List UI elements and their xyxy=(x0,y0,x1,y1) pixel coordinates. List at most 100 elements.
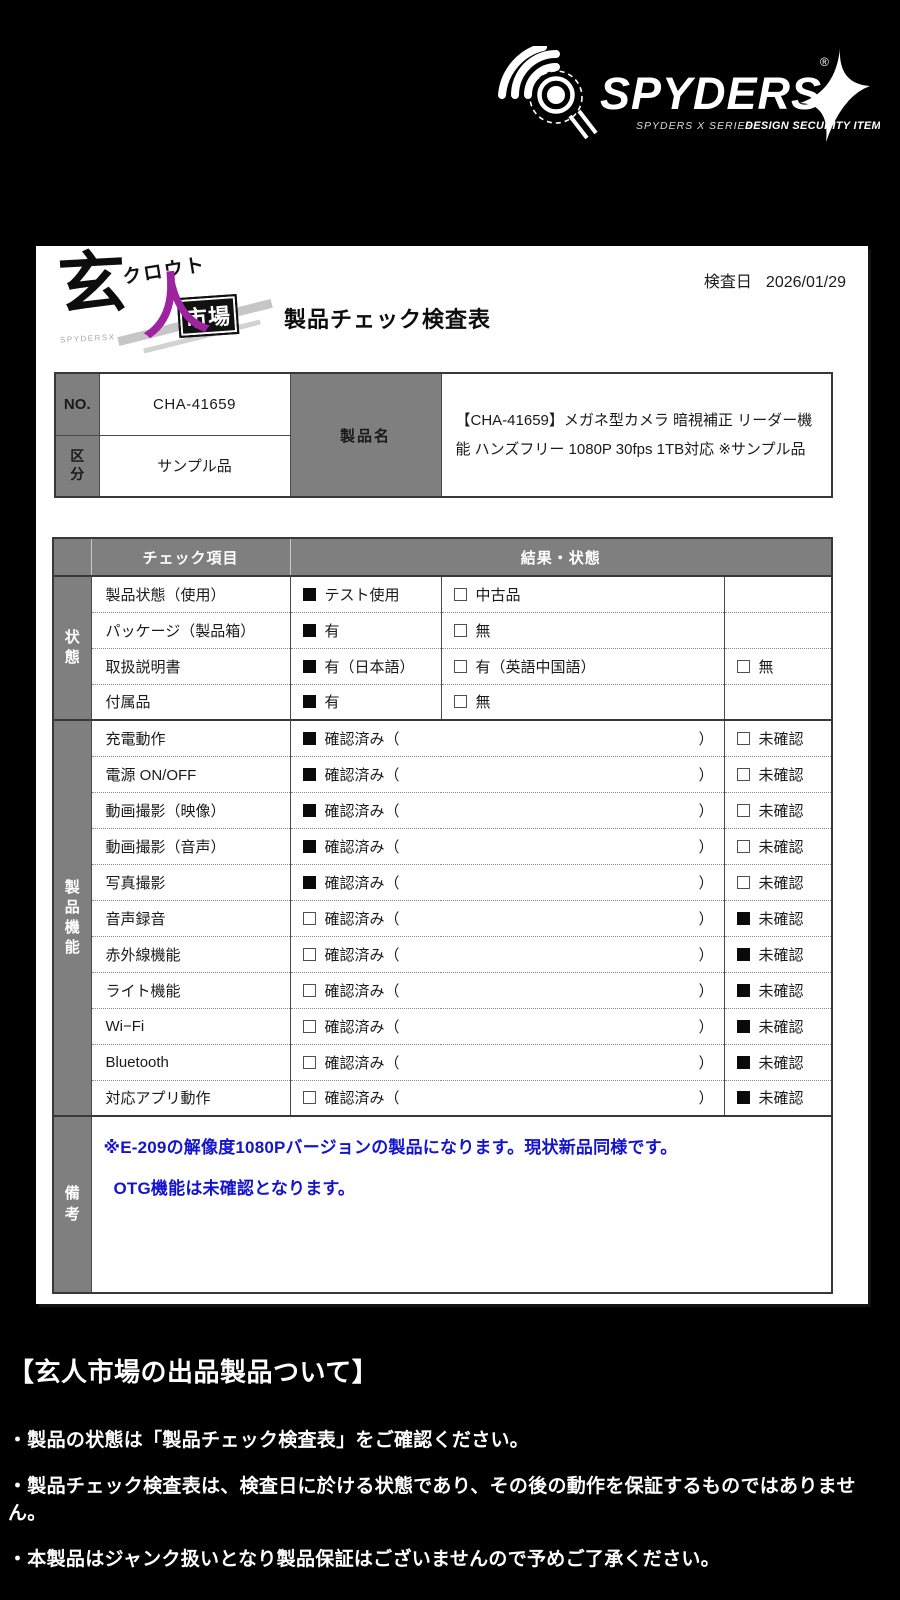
checkbox-unchecked-icon[interactable] xyxy=(453,623,467,637)
checkbox-unchecked-icon[interactable] xyxy=(302,1055,316,1069)
remark-line: OTG機能は未確認となります。 xyxy=(113,1179,356,1198)
group-label-remarks: 備考 xyxy=(53,1115,91,1293)
check-item-label: 電源 ON/OFF xyxy=(90,755,290,792)
footer-bullet: ・製品の状態は「製品チェック検査表」をご確認ください。 xyxy=(8,1430,530,1451)
checkbox-checked-icon[interactable] xyxy=(302,839,316,853)
brand-reg-mark: ® xyxy=(820,55,829,69)
confirmed-cell: 確認済み（ ） xyxy=(289,971,724,1008)
checkbox-unchecked-icon[interactable] xyxy=(302,983,316,997)
confirmed-cell: 確認済み（ ） xyxy=(289,863,724,900)
unconfirmed-cell: 未確認 xyxy=(723,863,833,900)
confirmed-cell: 確認済み（ ） xyxy=(289,1043,724,1080)
result-cell: 無 xyxy=(440,611,724,648)
result-text: 有（英語中国語） xyxy=(475,658,596,676)
checkbox-unchecked-icon[interactable] xyxy=(736,731,750,745)
unconfirmed-cell: 未確認 xyxy=(723,935,833,972)
result-text: 未確認 xyxy=(758,838,804,856)
check-item-label: 充電動作 xyxy=(90,719,290,756)
check-row: 音声録音 確認済み（ ） 未確認 xyxy=(53,899,833,936)
result-cell: 中古品 xyxy=(440,576,724,612)
checkbox-checked-icon[interactable] xyxy=(736,1091,750,1105)
result-text: 未確認 xyxy=(758,766,804,784)
checkbox-checked-icon[interactable] xyxy=(302,659,316,673)
confirmed-cell: 確認済み（ ） xyxy=(289,755,724,792)
checkbox-unchecked-icon[interactable] xyxy=(453,659,467,673)
checkbox-checked-icon[interactable] xyxy=(736,947,750,961)
result-cell: 有 xyxy=(289,683,441,720)
checkbox-unchecked-icon[interactable] xyxy=(302,911,316,925)
result-cell: 有（英語中国語） xyxy=(440,647,724,684)
check-row: 製品機能充電動作確認済み（ ） 未確認 xyxy=(53,719,833,1116)
checkbox-checked-icon[interactable] xyxy=(302,731,316,745)
check-item-label: 対応アプリ動作 xyxy=(90,1079,290,1116)
checkbox-unchecked-icon[interactable] xyxy=(453,695,467,709)
confirmed-cell: 確認済み（ ） xyxy=(289,719,724,756)
checkbox-checked-icon[interactable] xyxy=(302,767,316,781)
checkbox-checked-icon[interactable] xyxy=(736,983,750,997)
unconfirmed-cell: 未確認 xyxy=(723,827,833,864)
confirmed-cell: 確認済み（ ） xyxy=(289,1007,724,1044)
unconfirmed-cell: 未確認 xyxy=(723,1007,833,1044)
checkbox-unchecked-icon[interactable] xyxy=(453,587,467,601)
product-name-label: 製品名 xyxy=(289,372,442,498)
result-text: 中古品 xyxy=(475,586,521,604)
close-paren: ） xyxy=(698,874,714,892)
checkbox-checked-icon[interactable] xyxy=(736,911,750,925)
inspection-date-label: 検査日 xyxy=(703,274,752,291)
checkbox-checked-icon[interactable] xyxy=(736,1019,750,1033)
confirmed-label: 確認済み（ xyxy=(302,980,400,1001)
product-no-value: CHA-41659 xyxy=(98,372,291,436)
page-title: 製品チェック検査表 xyxy=(284,307,492,332)
check-row: ライト機能 確認済み（ ） 未確認 xyxy=(53,971,833,1008)
remark-line: ※E-209の解像度1080Pバージョンの製品になります。現状新品同様です。 xyxy=(103,1138,678,1157)
checkbox-checked-icon[interactable] xyxy=(736,1055,750,1069)
result-cell xyxy=(723,576,833,612)
checkbox-unchecked-icon[interactable] xyxy=(736,659,750,673)
check-item-label: 赤外線機能 xyxy=(90,935,290,972)
kuroto-ichiba-logo: 玄 クロウト 人 市場 SPYDERSX xyxy=(56,244,278,356)
check-item-label: 動画撮影（映像） xyxy=(90,791,290,828)
result-text: 未確認 xyxy=(758,1018,804,1036)
checkbox-checked-icon[interactable] xyxy=(302,695,316,709)
result-text: 無 xyxy=(758,658,774,676)
checkbox-checked-icon[interactable] xyxy=(302,587,316,601)
checkbox-unchecked-icon[interactable] xyxy=(302,1019,316,1033)
check-row: 写真撮影 確認済み（ ） 未確認 xyxy=(53,863,833,900)
check-table-header-item: チェック項目 xyxy=(90,538,290,577)
close-paren: ） xyxy=(698,1018,714,1036)
checkbox-unchecked-icon[interactable] xyxy=(736,839,750,853)
unconfirmed-cell: 未確認 xyxy=(723,1043,833,1080)
result-cell xyxy=(723,611,833,648)
confirmed-cell: 確認済み（ ） xyxy=(289,791,724,828)
checkbox-checked-icon[interactable] xyxy=(302,875,316,889)
result-cell: 有（日本語） xyxy=(289,647,441,684)
checkbox-unchecked-icon[interactable] xyxy=(302,947,316,961)
result-cell: 無 xyxy=(440,683,724,720)
product-category-value: サンプル品 xyxy=(98,434,291,498)
checkbox-unchecked-icon[interactable] xyxy=(736,803,750,817)
check-item-label: パッケージ（製品箱） xyxy=(90,611,290,648)
result-cell: テスト使用 xyxy=(289,576,441,612)
result-text: 未確認 xyxy=(758,982,804,1000)
logo-char-jin: 人 xyxy=(136,264,212,348)
brand-tagline-series: SPYDERS X SERIES xyxy=(636,120,754,132)
confirmed-label: 確認済み（ xyxy=(302,872,400,893)
group-label-function: 製品機能 xyxy=(53,719,91,1116)
check-rows: 状態製品状態（使用） テスト使用 中古品 パッケージ（製品箱）有無取扱説明書 有（日本語… xyxy=(53,576,833,1116)
check-row: Bluetooth 確認済み（ ） 未確認 xyxy=(53,1043,833,1080)
result-cell xyxy=(723,683,833,720)
unconfirmed-cell: 未確認 xyxy=(723,971,833,1008)
close-paren: ） xyxy=(698,730,714,748)
checkbox-unchecked-icon[interactable] xyxy=(736,875,750,889)
product-name-value: 【CHA-41659】メガネ型カメラ 暗視補正 リーダー機能 ハンズフリー 10… xyxy=(440,372,833,498)
checkbox-unchecked-icon[interactable] xyxy=(736,767,750,781)
checkbox-checked-icon[interactable] xyxy=(302,623,316,637)
footer-bullet: ・本製品はジャンク扱いとなり製品保証はございませんので予めご了承ください。 xyxy=(8,1549,721,1570)
checkbox-checked-icon[interactable] xyxy=(302,803,316,817)
unconfirmed-cell: 未確認 xyxy=(723,1079,833,1116)
check-row: 動画撮影（音声） 確認済み（ ） 未確認 xyxy=(53,827,833,864)
checkbox-unchecked-icon[interactable] xyxy=(302,1091,316,1105)
check-row: 電源 ON/OFF 確認済み（ ） 未確認 xyxy=(53,755,833,792)
group-label-status: 状態 xyxy=(53,576,91,720)
